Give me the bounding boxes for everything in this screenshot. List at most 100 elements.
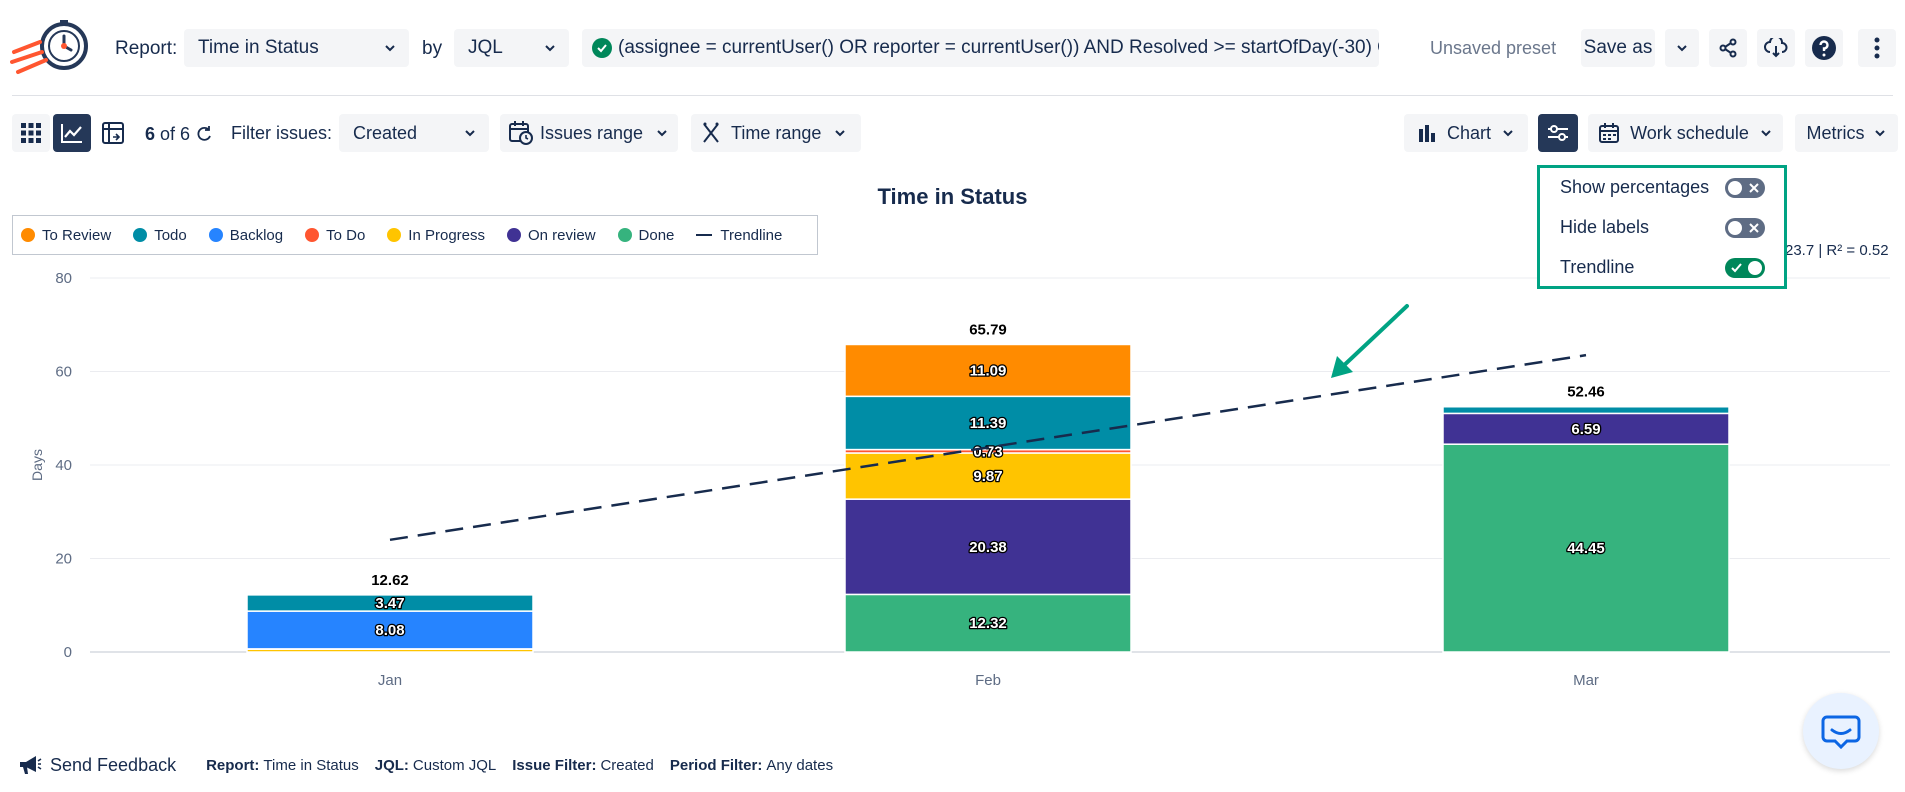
- legend-item[interactable]: Backlog: [208, 226, 284, 244]
- export-button[interactable]: [1757, 29, 1795, 67]
- bar-segment: [844, 452, 1132, 500]
- top-bar: Report: Time in Status by JQL (assignee …: [0, 0, 1905, 96]
- footer-report-key: Report:: [206, 756, 260, 774]
- bar-segment-label: 0.73: [973, 443, 1002, 460]
- chart-settings-button[interactable]: [1538, 114, 1578, 152]
- legend-item[interactable]: On review: [507, 227, 596, 244]
- time-range-button[interactable]: Time range: [691, 114, 861, 152]
- chevron-down-icon: [1874, 130, 1885, 137]
- check-icon: [1731, 263, 1742, 273]
- y-tick-label: 60: [55, 364, 72, 381]
- chart-view-button[interactable]: [53, 114, 91, 152]
- footer-report-value: Time in Status: [263, 756, 359, 774]
- close-icon: [1749, 183, 1759, 193]
- calendar-icon: [1599, 123, 1620, 143]
- chart-legend: To Review Todo Backlog To Do In Progress On r…: [12, 215, 818, 255]
- bar-segment: [844, 395, 1132, 451]
- work-schedule-button[interactable]: Work schedule: [1588, 114, 1783, 152]
- jql-input[interactable]: (assignee = currentUser() OR reporter = …: [582, 29, 1379, 67]
- footer-jql-key: JQL:: [374, 756, 409, 774]
- send-feedback-link[interactable]: Send Feedback: [18, 754, 176, 776]
- save-as-button[interactable]: Save as: [1581, 29, 1655, 67]
- by-label: by: [422, 38, 443, 59]
- legend-item[interactable]: Done: [617, 226, 675, 244]
- preset-status: Unsaved preset: [1430, 38, 1557, 58]
- trendline-stats: 23.7 | R² = 0.52: [1785, 242, 1889, 259]
- refresh-icon[interactable]: [195, 125, 213, 143]
- legend-item[interactable]: Todo: [133, 227, 187, 244]
- footer: Send Feedback Report: Time in Status JQL:…: [18, 754, 849, 776]
- chat-support-button[interactable]: [1803, 693, 1879, 769]
- work-schedule-label: Work schedule: [1630, 122, 1749, 143]
- bar-segment: [246, 610, 534, 650]
- help-button[interactable]: [1805, 29, 1843, 67]
- chevron-down-icon: [1677, 45, 1687, 52]
- issue-count-total: of 6: [160, 124, 191, 144]
- legend-item[interactable]: In Progress: [387, 227, 485, 244]
- bar-segment: [1442, 412, 1730, 445]
- time-range-label: Time range: [731, 122, 822, 143]
- bar-segment-label: 11.39: [970, 415, 1007, 432]
- grid-icon: [21, 123, 41, 143]
- calendar-clock-icon: [509, 121, 533, 145]
- legend-item[interactable]: To Do: [305, 227, 365, 244]
- chat-icon: [1821, 715, 1861, 749]
- share-button[interactable]: [1709, 29, 1747, 67]
- chevron-down-icon: [835, 130, 846, 137]
- line-chart-icon: [61, 124, 82, 143]
- save-options-button[interactable]: [1665, 29, 1699, 67]
- chevron-down-icon: [465, 130, 475, 137]
- footer-jql: JQL: Custom JQL: [375, 757, 497, 774]
- more-options-button[interactable]: [1858, 29, 1896, 67]
- bar-segment: [1442, 443, 1730, 653]
- y-tick-label: 80: [55, 270, 72, 287]
- show-percentages-label: Show percentages: [1560, 177, 1710, 197]
- metrics-button[interactable]: Metrics: [1795, 114, 1898, 152]
- footer-issue-filter-value: Created: [600, 756, 654, 774]
- bar-segment: [844, 498, 1132, 596]
- pivot-view-button[interactable]: [94, 114, 132, 152]
- grid-view-button[interactable]: [12, 114, 50, 152]
- chart-type-button[interactable]: Chart: [1404, 114, 1528, 152]
- footer-period-filter-value: Any dates: [766, 756, 834, 774]
- footer-period-filter-key: Period Filter:: [669, 756, 763, 774]
- pivot-table-icon: [102, 122, 124, 144]
- issues-range-button[interactable]: Issues range: [500, 114, 678, 152]
- chart-title: Time in Status: [877, 184, 1028, 209]
- report-select[interactable]: Time in Status: [184, 29, 409, 67]
- bar-segment: [844, 593, 1132, 653]
- bar-segment-label: 12.32: [969, 615, 1007, 632]
- legend-label: Backlog: [229, 226, 284, 244]
- save-as-label: Save as: [1583, 37, 1653, 58]
- time-in-status-chart: 0 20 40 60 80 Days Jan Feb Mar 12.62 65.79 52.46 8.0…: [29, 270, 1890, 689]
- hide-labels-label: Hide labels: [1560, 217, 1650, 237]
- issues-range-label: Issues range: [540, 122, 644, 143]
- legend-label: Done: [638, 226, 675, 244]
- filter-issues-label: Filter issues:: [231, 123, 333, 143]
- toggle-knob: [1728, 181, 1742, 195]
- show-percentages-toggle[interactable]: [1725, 178, 1765, 198]
- footer-period-filter: Period Filter: Any dates: [670, 757, 833, 774]
- bar-segment: [1442, 405, 1730, 415]
- legend-label: To Review: [42, 226, 112, 244]
- issue-count-current: 6: [145, 124, 156, 144]
- chart-type-label: Chart: [1446, 122, 1491, 143]
- x-tick-label: Feb: [975, 672, 1001, 689]
- bar-segment-label: 8.08: [375, 622, 404, 639]
- toggle-knob: [1748, 261, 1762, 275]
- hide-labels-toggle[interactable]: [1725, 218, 1765, 238]
- by-select[interactable]: JQL: [454, 29, 569, 67]
- legend-color-dot: [387, 228, 402, 242]
- bar-segment-label: 20.38: [969, 539, 1007, 556]
- trendline-toggle[interactable]: [1725, 258, 1765, 278]
- legend-color-dot: [507, 228, 521, 242]
- filter-issues-select[interactable]: Created: [339, 114, 489, 152]
- footer-issue-filter-key: Issue Filter:: [512, 756, 597, 774]
- legend-label: Todo: [154, 226, 187, 244]
- legend-item[interactable]: To Review: [21, 227, 111, 244]
- share-icon: [1719, 38, 1737, 58]
- y-tick-label: 20: [55, 551, 72, 568]
- chevron-down-icon: [657, 130, 667, 137]
- legend-item[interactable]: Trendline: [696, 227, 782, 244]
- legend-line-marker: [696, 234, 713, 236]
